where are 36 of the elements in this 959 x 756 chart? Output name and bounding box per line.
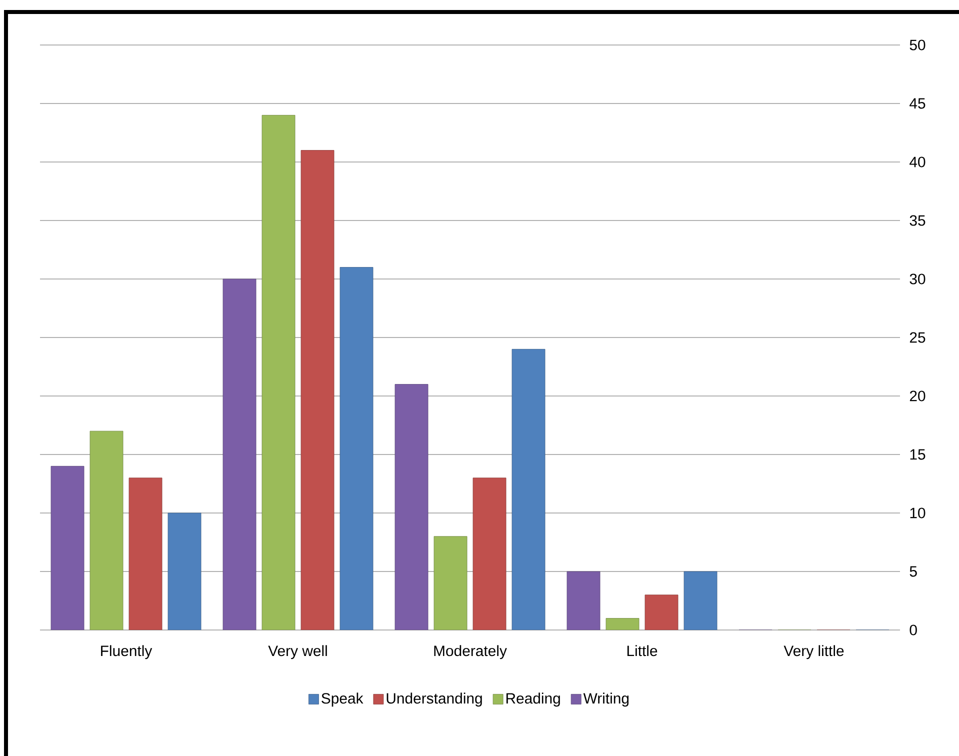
- x-tick-label: Very well: [268, 645, 327, 660]
- bar: [394, 384, 428, 630]
- x-tick-label: Moderately: [434, 645, 507, 660]
- y-tick-label: 30: [910, 274, 926, 284]
- bar: [606, 618, 640, 630]
- y-tick-label: 20: [910, 390, 926, 402]
- y-tick-label: 0: [910, 624, 917, 636]
- x-tick-label: Very little: [784, 645, 844, 660]
- bar: [128, 478, 162, 630]
- bar: [566, 571, 600, 630]
- x-tick-label: Fluently: [101, 645, 152, 660]
- legend-label: Understanding: [386, 692, 482, 707]
- bar: [50, 466, 84, 630]
- bar: [434, 536, 468, 630]
- bar: [222, 278, 256, 630]
- bar: [90, 430, 124, 630]
- bar: [512, 348, 546, 630]
- y-tick-label: 35: [910, 215, 926, 226]
- bar: [262, 114, 296, 630]
- y-tick-label: 10: [910, 508, 926, 518]
- x-tick-label: Little: [627, 645, 658, 656]
- legend-label: Writing: [583, 692, 629, 707]
- bar: [644, 594, 678, 630]
- y-tick-label: 5: [910, 566, 917, 577]
- y-tick-label: 50: [910, 40, 926, 50]
- bar: [168, 512, 202, 630]
- bar: [340, 267, 374, 630]
- y-tick-label: 15: [910, 449, 926, 460]
- bar: [684, 571, 718, 630]
- bar: [300, 150, 334, 630]
- y-tick-label: 45: [910, 98, 926, 109]
- y-tick-label: 40: [910, 156, 926, 168]
- legend-label: Reading: [506, 692, 560, 707]
- legend-label: Speak: [322, 692, 364, 707]
- bar: [472, 478, 506, 630]
- y-tick-label: 25: [910, 332, 926, 343]
